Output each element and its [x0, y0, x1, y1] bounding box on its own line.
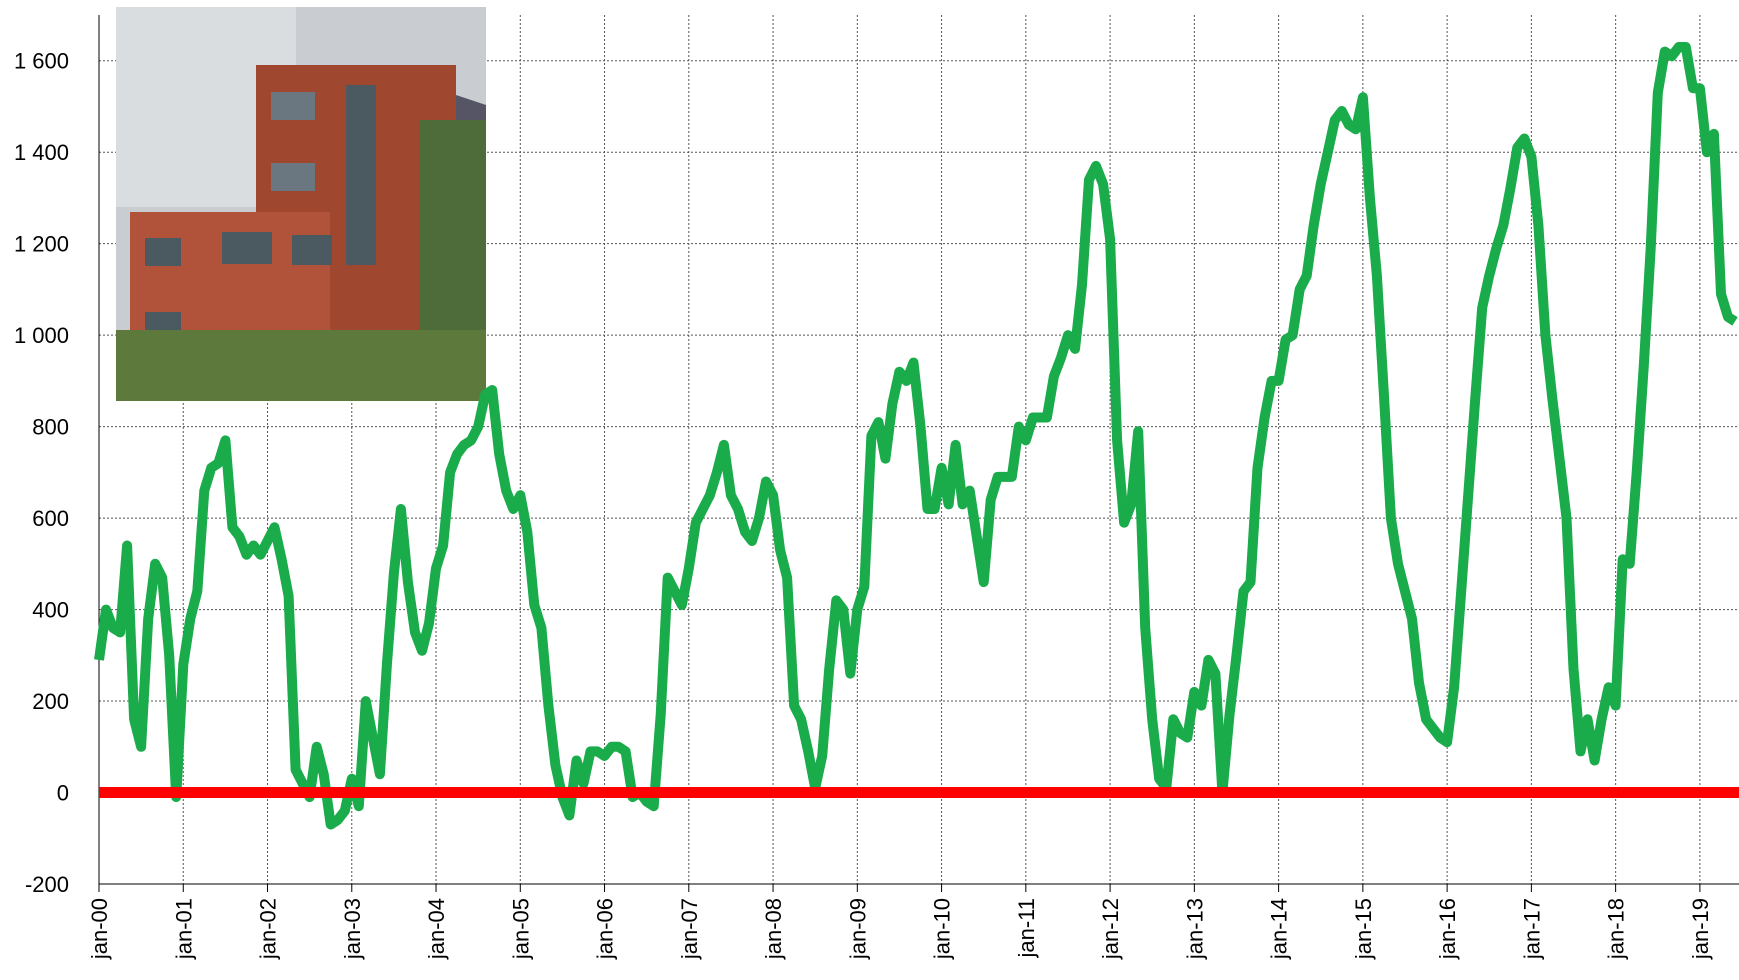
x-tick-label: jan-11 [1014, 898, 1039, 959]
x-tick-label: jan-02 [256, 898, 281, 960]
x-tick-label: jan-13 [1182, 898, 1207, 960]
photo-window [271, 163, 315, 191]
x-tick-label: jan-00 [87, 898, 112, 960]
x-tick-label: jan-01 [171, 898, 196, 960]
y-tick-label: 1 600 [14, 49, 69, 74]
photo-window [292, 235, 332, 265]
y-tick-label: -200 [25, 872, 69, 897]
y-tick-label: 1 000 [14, 323, 69, 348]
x-tick-label: jan-09 [845, 898, 870, 960]
y-tick-label: 0 [57, 781, 69, 806]
x-tick-label: jan-12 [1098, 898, 1123, 960]
x-tick-label: jan-19 [1688, 898, 1713, 960]
y-tick-label: 800 [32, 415, 69, 440]
x-tick-label: jan-16 [1435, 898, 1460, 960]
x-tick-label: jan-03 [340, 898, 365, 960]
photo-tree [420, 120, 486, 360]
data-line [94, 42, 1738, 830]
x-tick-label: jan-18 [1604, 898, 1629, 960]
x-tick-label: jan-08 [761, 898, 786, 960]
photo-window [346, 85, 376, 265]
x-tick-label: jan-04 [424, 898, 449, 960]
tick-labels: -200 0 200 400 600 800 1 000 1 200 1 400 1 600 jan… [14, 49, 1713, 960]
y-tick-label: 1 400 [14, 140, 69, 165]
x-tick-label: jan-17 [1519, 898, 1544, 960]
y-tick-label: 400 [32, 598, 69, 623]
x-tick-label: jan-15 [1351, 898, 1376, 960]
y-tick-label: 1 200 [14, 232, 69, 257]
photo-inset [116, 7, 486, 401]
photo-window [271, 92, 315, 120]
y-tick-label: 600 [32, 506, 69, 531]
x-tick-label: jan-10 [930, 898, 955, 960]
photo-window [145, 238, 181, 266]
x-tick-label: jan-07 [677, 898, 702, 960]
x-tick-label: jan-05 [508, 898, 533, 960]
photo-grass [116, 330, 486, 401]
y-tick-label: 200 [32, 689, 69, 714]
photo-window [222, 232, 272, 264]
x-tick-label: jan-14 [1267, 898, 1292, 960]
x-tick-label: jan-06 [593, 898, 618, 960]
